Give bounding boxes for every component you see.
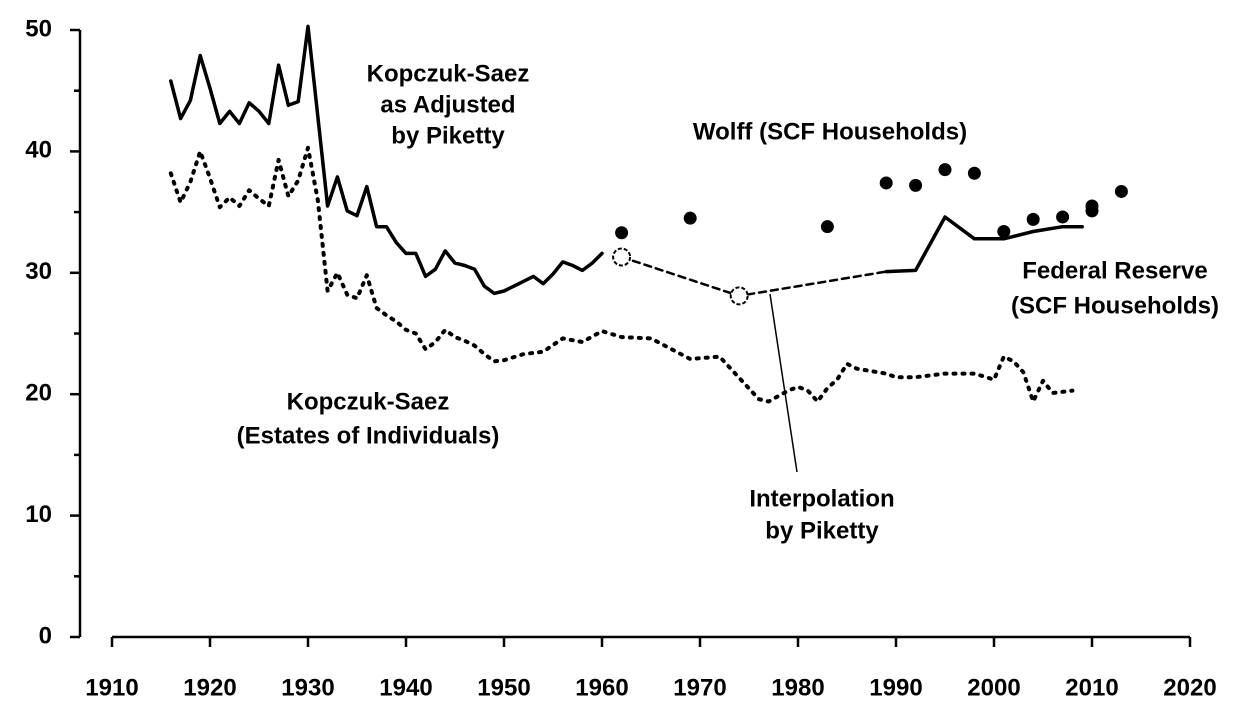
series-annotation: Kopczuk-Saez [367,60,530,87]
x-tick-label: 1980 [771,674,824,701]
annotation-pointer [769,293,798,473]
interpolation-marker [612,247,632,267]
series-annotation: by Piketty [765,517,879,544]
y-tick-label: 40 [25,137,52,164]
data-point [1085,204,1099,218]
series-line [169,24,604,296]
interpolation-marker [729,286,749,306]
x-tick-label: 2020 [1163,674,1216,701]
x-tick-label: 2010 [1065,674,1118,701]
series-annotation: by Piketty [391,122,505,149]
series-annotation: (SCF Households) [1011,292,1219,319]
series-annotation: Federal Reserve [1022,257,1207,284]
series-annotation: Interpolation [749,485,894,512]
x-tick-label: 1930 [281,674,334,701]
x-tick-label: 1920 [183,674,236,701]
data-point [967,166,981,180]
data-point [820,220,834,234]
data-point [1026,212,1040,226]
data-point [938,163,952,177]
x-tick-label: 1950 [477,674,530,701]
x-tick-label: 1910 [85,674,138,701]
data-point [683,211,697,225]
series-annotation: as Adjusted [380,91,515,118]
y-tick-label: 50 [25,15,52,42]
y-tick-label: 10 [25,501,52,528]
x-tick-label: 1990 [869,674,922,701]
data-point [615,226,629,240]
x-tick-label: 2000 [967,674,1020,701]
series-line [168,145,1075,404]
y-tick-label: 30 [25,258,52,285]
series-annotation: Kopczuk-Saez [287,388,450,415]
series-line [620,255,888,298]
x-tick-label: 1940 [379,674,432,701]
data-point [997,225,1011,239]
series-line [884,215,1084,274]
series-annotation: (Estates of Individuals) [237,422,500,449]
x-tick-label: 1970 [673,674,726,701]
data-point [879,176,893,190]
y-tick-label: 20 [25,380,52,407]
data-point [909,178,923,192]
data-point [1114,184,1128,198]
series-annotation: Wolff (SCF Households) [693,118,967,145]
y-tick-label: 0 [39,622,52,649]
x-tick-label: 1960 [575,674,628,701]
data-point [1056,210,1070,224]
